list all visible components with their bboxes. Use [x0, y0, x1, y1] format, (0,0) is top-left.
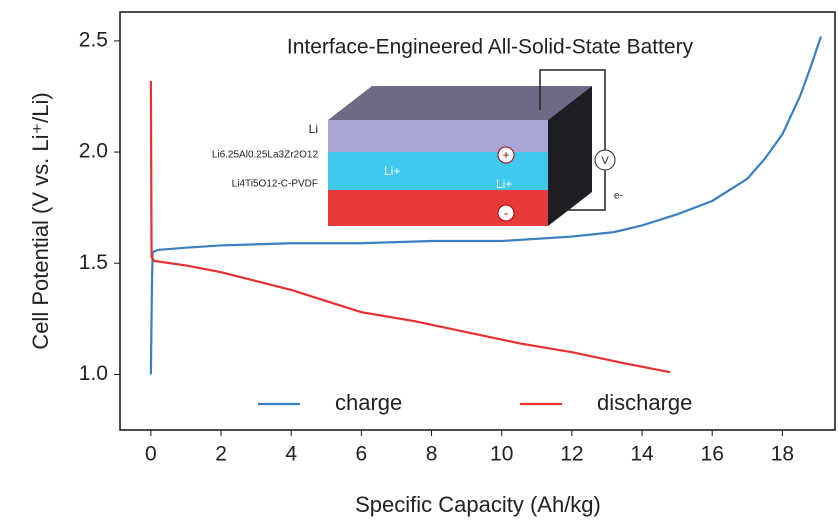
legend-label: charge	[335, 390, 402, 415]
x-axis-label: Specific Capacity (Ah/kg)	[355, 492, 601, 517]
battery-inset: Li Li6.25Al0.25La3Zr2O12 Li4Ti5O12-C-PVDF L…	[212, 69, 623, 226]
annotation: +	[502, 148, 509, 162]
x-tick-label: 0	[145, 443, 157, 466]
battery-top	[328, 86, 592, 120]
x-tick-label: 16	[701, 443, 724, 466]
annotation: V	[601, 155, 609, 167]
y-tick-label: 2.5	[79, 28, 108, 51]
y-tick-label: 1.5	[79, 251, 108, 274]
annotation: e-	[614, 191, 623, 202]
series-line	[149, 80, 671, 374]
chart-title: Interface-Engineered All-Solid-State Bat…	[287, 36, 694, 59]
wire	[556, 170, 606, 211]
layer-llzo	[328, 152, 548, 190]
wire	[539, 69, 606, 150]
x-tick-label: 12	[560, 443, 583, 466]
x-tick-label: 14	[630, 443, 654, 466]
y-tick-label: 2.0	[79, 140, 108, 163]
annotation: Li+	[384, 164, 400, 178]
x-tick-label: 4	[285, 443, 297, 466]
layer-lto	[328, 190, 548, 226]
battery-side	[548, 86, 592, 226]
x-tick-label: 10	[490, 443, 513, 466]
voltmeter	[594, 149, 616, 171]
pos-terminal	[497, 146, 515, 164]
layer-li	[328, 120, 548, 152]
y-axis-label: Cell Potential (V vs. Li⁺/Li)	[28, 92, 53, 349]
x-tick-label: 2	[215, 443, 227, 466]
annotation: Li4Ti5O12-C-PVDF	[232, 179, 318, 190]
annotation: Li6.25Al0.25La3Zr2O12	[212, 150, 319, 161]
x-tick-label: 8	[426, 443, 438, 466]
annotation: Li+	[496, 177, 512, 191]
series-line	[149, 36, 823, 375]
y-tick-label: 1.0	[79, 362, 108, 385]
x-tick-label: 18	[771, 443, 794, 466]
x-tick-label: 6	[356, 443, 368, 466]
legend-label: discharge	[597, 390, 692, 415]
annotation: -	[504, 205, 508, 220]
neg-terminal	[497, 204, 515, 222]
annotation: Li	[309, 122, 318, 136]
